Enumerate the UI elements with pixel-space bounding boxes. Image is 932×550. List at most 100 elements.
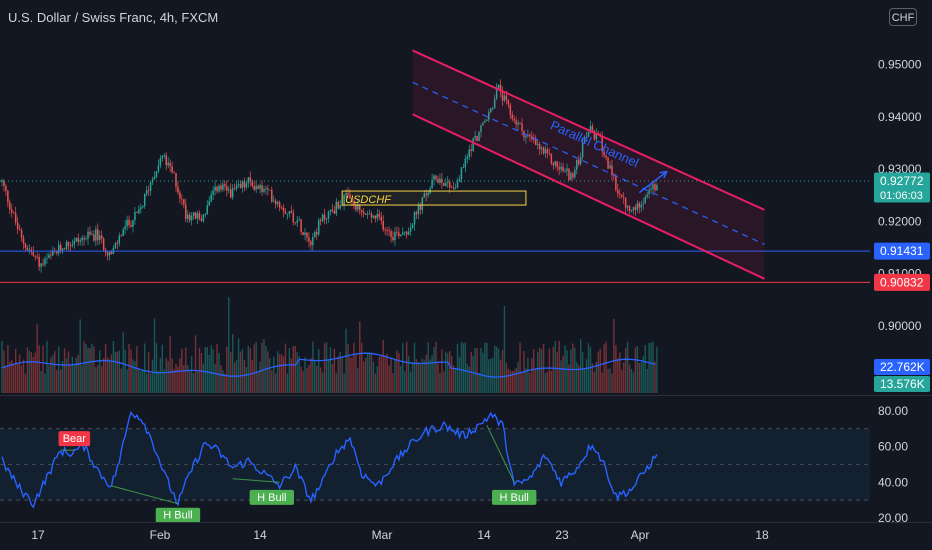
volume-bar <box>609 368 611 393</box>
candle-body <box>259 185 261 189</box>
price-tag-text: 0.90832 <box>880 275 924 289</box>
volume-bar <box>30 351 33 393</box>
candle-body <box>499 84 502 92</box>
volume-bar <box>1 340 3 393</box>
rsi-pane[interactable]: Bear H Bull H Bull H Bull <box>0 411 870 523</box>
volume-bar <box>361 342 363 393</box>
volume-bar <box>607 369 609 393</box>
currency-badge[interactable]: CHF <box>889 8 917 26</box>
candle-body <box>22 237 25 244</box>
volume-bar <box>275 373 277 393</box>
volume-bar <box>482 352 484 393</box>
candle-body <box>337 201 340 209</box>
candle-body <box>316 232 318 235</box>
last-price-tag[interactable]: 0.92772 01:06:03 <box>874 172 930 203</box>
candle-body <box>245 183 248 188</box>
volume-bar <box>73 364 76 393</box>
volume-bar <box>501 349 504 393</box>
candle-body <box>38 257 40 267</box>
volume-bar <box>241 349 244 393</box>
candle-body <box>231 188 234 198</box>
volume-bar <box>372 361 375 393</box>
candle-body <box>190 215 193 221</box>
candle-body <box>218 185 220 192</box>
bear-divergence-label[interactable]: Bear <box>58 431 91 447</box>
volume-bar <box>61 361 64 393</box>
volume-bar <box>122 332 124 393</box>
projection-arrow[interactable] <box>638 171 668 194</box>
volume-bar <box>327 359 330 393</box>
volume-bar <box>392 373 394 393</box>
volume-bar <box>595 361 598 393</box>
volume-bar <box>556 352 558 393</box>
candle-body <box>550 153 553 164</box>
candle-body <box>605 155 607 158</box>
divergence-line <box>232 478 280 483</box>
volume-tag[interactable]: 13.576K <box>874 376 930 392</box>
channel-upper-line[interactable] <box>412 49 765 211</box>
candle-body <box>138 209 140 213</box>
volume-bar <box>231 334 234 393</box>
candle-body <box>251 181 253 187</box>
candle-body <box>255 185 257 190</box>
candle-body <box>632 207 635 211</box>
volume-bar <box>548 348 551 393</box>
volume-bar <box>378 356 381 393</box>
volume-bar <box>216 344 218 393</box>
candle-body <box>239 184 242 188</box>
volume-bar <box>640 362 642 393</box>
candle-body <box>114 243 117 248</box>
volume-bar <box>617 358 619 393</box>
volume-bar <box>40 371 42 393</box>
rsi-line[interactable] <box>1 411 658 509</box>
candle-body <box>196 213 199 219</box>
candle-body <box>224 184 226 187</box>
candle-body <box>607 157 609 169</box>
label-text: H Bull <box>163 510 192 522</box>
candle-body <box>126 219 128 227</box>
candle-body <box>458 179 461 182</box>
bull-divergence-label[interactable]: H Bull <box>155 507 201 523</box>
candle-body <box>253 186 255 190</box>
candle-body <box>476 135 478 142</box>
volume-bar <box>411 362 414 393</box>
volume-bar <box>552 346 555 393</box>
volume-bar <box>97 365 99 393</box>
channel-lower-line[interactable] <box>412 113 765 280</box>
candle-body <box>93 234 95 241</box>
volume-bar <box>366 353 369 393</box>
support-price-tag-red[interactable]: 0.90832 <box>874 273 930 291</box>
volume-bar <box>171 358 173 393</box>
volume-bar <box>228 297 230 393</box>
bull-divergence-label[interactable]: H Bull <box>492 489 537 505</box>
candle-body <box>75 237 78 242</box>
volume-bar <box>257 371 259 393</box>
volume-bar <box>527 357 529 393</box>
volume-ma-tag[interactable]: 22.762K <box>874 359 930 375</box>
price-pane[interactable] <box>1 79 658 273</box>
candle-body <box>435 175 437 179</box>
candle-body <box>386 229 388 231</box>
volume-bar <box>304 357 306 393</box>
candle-body <box>18 228 21 230</box>
candle-body <box>65 241 68 250</box>
volume-bar <box>394 359 396 393</box>
bull-divergence-label[interactable]: H Bull <box>249 489 294 505</box>
volume-bar <box>368 352 371 393</box>
candle-body <box>542 147 545 154</box>
volume-bar <box>413 342 416 393</box>
volume-bar <box>525 368 527 393</box>
volume-pane[interactable] <box>1 297 658 393</box>
volume-bar <box>447 353 449 393</box>
support-price-tag-blue[interactable]: 0.91431 <box>874 242 930 260</box>
volume-bar <box>388 365 390 393</box>
volume-bar <box>421 358 424 393</box>
volume-bar <box>427 342 429 393</box>
volume-bar <box>621 369 623 393</box>
candle-body <box>394 232 396 241</box>
symbol-annotation-box[interactable] <box>341 190 527 206</box>
volume-bar <box>316 365 318 393</box>
candle-body <box>247 177 250 184</box>
